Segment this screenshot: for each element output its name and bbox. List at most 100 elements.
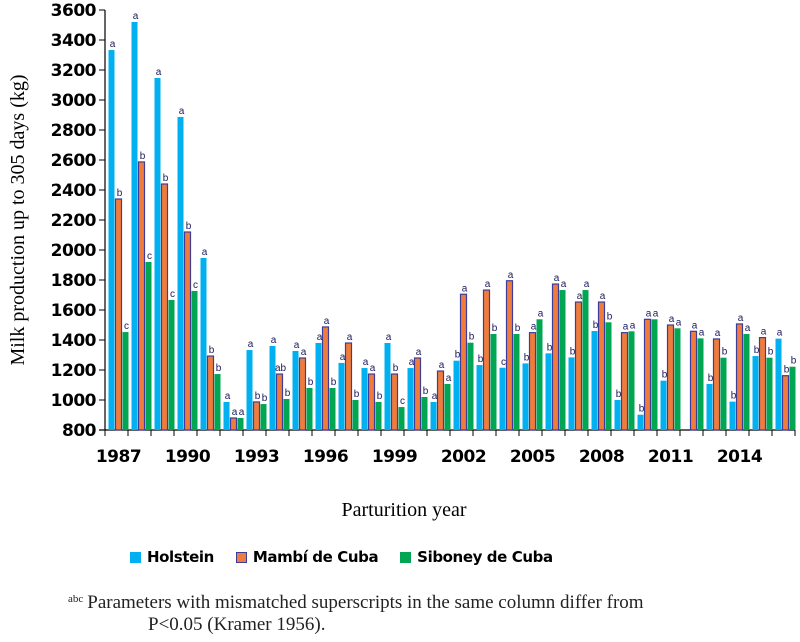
bar-mamb-de-cuba-2016 [781,375,790,431]
significance-letter: b [209,345,215,356]
x-tick-label: 2008 [579,447,624,467]
significance-letter: a [370,363,376,374]
significance-letter: a [630,320,636,331]
significance-letter: a [232,407,238,418]
significance-letter: a [324,316,330,327]
bar-holstein-1998 [361,368,368,430]
significance-letter: b [377,391,383,402]
bar-mamb-de-cuba-2000 [413,357,422,431]
bar-siboney-de-cuba-2008 [605,322,612,430]
x-tick-label: 2005 [510,447,555,467]
bar-siboney-de-cuba-2006 [559,290,566,430]
x-axis-title: Parturition year [342,499,467,521]
legend: Holstein Mambí de Cuba Siboney de Cuba [130,548,553,566]
bar-siboney-de-cuba-2001 [444,383,451,430]
significance-letter: a [554,273,560,284]
legend-item-siboney: Siboney de Cuba [400,548,553,566]
bar-siboney-de-cuba-1988 [145,262,152,430]
bar-siboney-de-cuba-1998 [375,401,382,430]
y-tick-label: 1200 [51,361,97,381]
significance-letter: b [791,356,797,367]
x-tick-label: 2014 [717,447,763,467]
significance-letter: b [784,365,790,376]
significance-letter: b [186,221,192,232]
bar-siboney-de-cuba-2013 [720,357,727,430]
bar-mamb-de-cuba-1990 [183,231,192,431]
significance-letter: b [255,391,261,402]
bar-mamb-de-cuba-2012 [689,330,698,431]
bar-holstein-2003 [476,365,483,430]
significance-letter: a [416,347,422,358]
x-tick-label: 2011 [648,447,693,467]
bar-mamb-de-cuba-2011 [666,324,675,431]
significance-letter: b [423,386,429,397]
significance-letter: a [248,339,254,350]
significance-letter: a [347,332,353,343]
legend-swatch-siboney [400,551,412,563]
bar-holstein-1993 [246,350,253,430]
bar-mamb-de-cuba-2013 [712,338,721,431]
significance-letter: a [271,335,277,346]
legend-item-holstein: Holstein [130,548,214,566]
bar-holstein-2004 [499,367,506,430]
significance-letter: a [156,67,162,78]
bar-holstein-2002 [453,360,460,430]
y-tick-label: 1600 [51,301,97,321]
bars [108,22,796,431]
y-tick-label: 2000 [51,241,97,261]
bar-holstein-1996 [315,343,322,430]
significance-letter: b [163,173,169,184]
bar-holstein-2007 [568,357,575,430]
significance-letter: a [446,373,452,384]
significance-letter: b [515,323,521,334]
significance-letter: b [455,350,461,361]
y-tick-label: 2400 [51,181,97,201]
bar-mamb-de-cuba-2010 [643,318,652,431]
significance-letter: ab [275,363,287,374]
significance-letter: a [301,347,307,358]
y-tick-label: 3000 [51,91,97,111]
bar-holstein-2013 [706,383,713,430]
significance-letter: a [462,283,468,294]
significance-letter: a [699,327,705,338]
significance-letter: b [754,345,760,356]
bar-holstein-1992 [223,401,230,430]
significance-letter: b [722,347,728,358]
significance-letter: a [745,323,751,334]
significance-letter: a [600,291,606,302]
significance-letter: a [439,360,445,371]
bar-siboney-de-cuba-2005 [536,319,543,430]
bar-mamb-de-cuba-2009 [620,332,629,431]
bar-mamb-de-cuba-2008 [597,301,606,431]
bar-chart: 800 1000 1200 1400 1600 1800 2000 2200 2400 2600 2… [7,1,797,521]
significance-letter: a [179,106,185,117]
y-tick-label: 2200 [51,211,97,231]
significance-letter: b [570,346,576,357]
significance-letter: b [393,363,399,374]
x-tick-label: 1990 [165,447,211,467]
footnote-line-2: P<0.05 (Kramer 1956). [148,614,326,635]
bar-holstein-1990 [177,116,184,430]
significance-letter: a [133,11,139,22]
significance-letter: b [593,320,599,331]
bar-holstein-1989 [154,77,161,430]
x-tick-label: 1987 [96,447,141,467]
bar-siboney-de-cuba-1989 [168,299,175,430]
bar-holstein-2014 [729,401,736,430]
significance-letter: c [147,251,152,262]
significance-letter: b [478,354,484,365]
significance-letter: c [501,357,506,368]
significance-letter: a [738,313,744,324]
significance-letter: b [354,389,360,400]
significance-letter: b [285,388,291,399]
bar-mamb-de-cuba-1993 [252,401,261,431]
significance-letter: a [653,308,659,319]
bar-holstein-2009 [614,400,621,430]
legend-label: Holstein [147,548,214,566]
significance-letter: b [140,151,146,162]
significance-letter: a [225,391,231,402]
significance-letter: b [331,377,337,388]
footnote: abc Parameters with mismatched superscrip… [68,588,788,636]
bar-siboney-de-cuba-2016 [789,366,796,430]
